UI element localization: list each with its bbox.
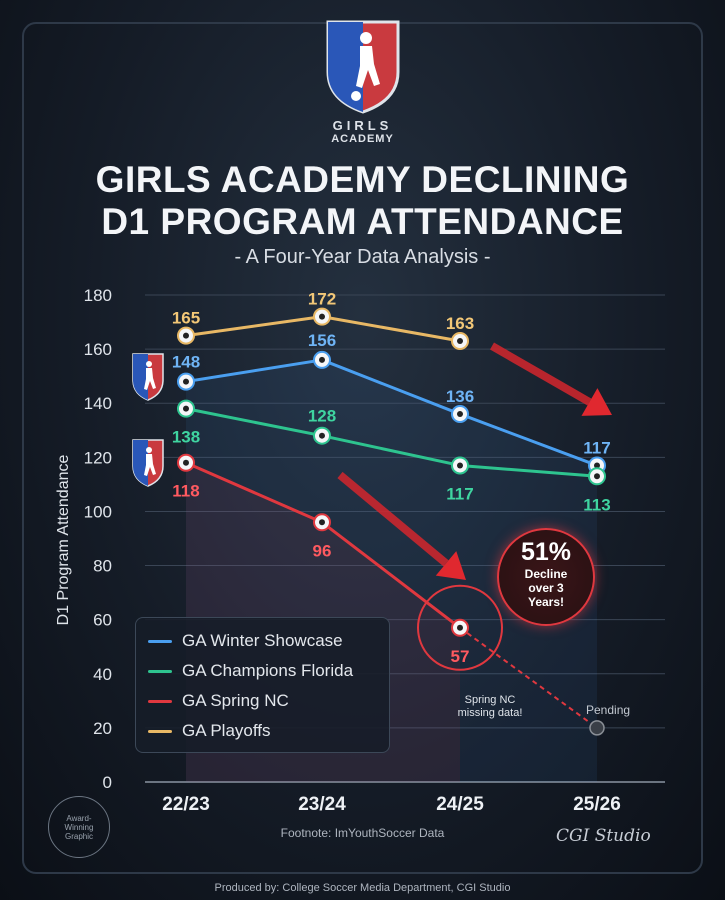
legend-swatch-red xyxy=(148,699,172,703)
data-label: 118 xyxy=(172,482,199,501)
arrow-head xyxy=(435,551,466,580)
legend-swatch-green xyxy=(148,669,172,673)
series-line xyxy=(185,358,598,467)
ball-icon xyxy=(183,459,189,466)
brand-line-2: ACADEMY xyxy=(331,133,394,145)
missing-note-line-1: Spring NC xyxy=(464,694,516,706)
decline-text-2: over 3 xyxy=(528,581,564,595)
legend-label: GA Spring NC xyxy=(182,691,289,710)
projection-line-spring-nc xyxy=(459,626,598,729)
y-tick-label: 180 xyxy=(84,286,112,305)
missing-data-note: Spring NC missing data! xyxy=(440,694,540,720)
legend-item-champions-florida: GA Champions Florida xyxy=(148,656,389,686)
ball-icon xyxy=(457,411,463,418)
data-label: 163 xyxy=(446,314,474,333)
data-label: 117 xyxy=(446,484,473,503)
ball-icon xyxy=(183,332,189,339)
y-tick-label: 160 xyxy=(84,340,112,359)
page-subtitle: - A Four-Year Data Analysis - xyxy=(234,246,491,268)
ball-icon xyxy=(594,462,600,469)
legend-swatch-blue xyxy=(148,639,172,643)
arrow-head xyxy=(581,388,612,416)
trend-arrow-lower xyxy=(337,471,466,580)
ball-icon xyxy=(457,462,463,469)
page-title-line-1: GIRLS ACADEMY DECLINING xyxy=(95,159,630,200)
ball-icon xyxy=(319,356,325,363)
ball-icon xyxy=(457,624,463,631)
legend-item-playoffs: GA Playoffs xyxy=(148,716,389,746)
y-tick-label: 60 xyxy=(93,611,112,630)
data-label: 156 xyxy=(308,331,336,350)
legend-swatch-gold xyxy=(148,729,172,733)
arrow-shaft xyxy=(337,471,449,567)
ball-icon xyxy=(319,313,325,320)
page-title-line-2: D1 PROGRAM ATTENDANCE xyxy=(101,201,624,242)
data-label: 138 xyxy=(172,428,200,447)
arrow-shaft xyxy=(490,342,592,406)
decline-text-3: Years! xyxy=(527,595,565,609)
produced-by: Produced by: College Soccer Media Depart… xyxy=(214,882,511,894)
badge-line-3: Graphic xyxy=(64,831,93,841)
data-label: 57 xyxy=(451,647,470,666)
missing-note-line-2: missing data! xyxy=(457,707,523,719)
data-label: 136 xyxy=(446,387,474,406)
data-label: 113 xyxy=(583,495,610,514)
data-label: 117 xyxy=(583,438,610,457)
y-tick-label: 0 xyxy=(103,773,112,792)
badge-line-2: Winning xyxy=(64,822,94,832)
footnote: Footnote: ImYouthSoccer Data xyxy=(280,826,445,840)
y-tick-label: 20 xyxy=(93,719,112,738)
data-label: 172 xyxy=(308,290,336,309)
pending-point xyxy=(589,720,605,736)
series-line xyxy=(185,407,598,478)
decline-text-1: Decline xyxy=(524,567,568,581)
award-badge: Award- Winning Graphic xyxy=(48,796,110,858)
y-tick-label: 140 xyxy=(84,394,112,413)
legend-label: GA Playoffs xyxy=(182,721,271,740)
studio-signature: CGI Studio xyxy=(556,826,651,846)
data-label: 165 xyxy=(172,309,200,328)
decline-callout: 51% Decline over 3 Years! xyxy=(497,528,595,626)
legend-item-winter-showcase: GA Winter Showcase xyxy=(148,626,389,656)
x-tick-label: 24/25 xyxy=(436,794,484,815)
legend-label: GA Winter Showcase xyxy=(182,631,343,650)
player-badge-icon xyxy=(132,439,164,487)
ball-icon xyxy=(319,519,325,526)
y-tick-label: 120 xyxy=(84,448,112,467)
y-tick-label: 100 xyxy=(84,502,112,521)
girls-academy-logo xyxy=(326,20,400,114)
legend-label: GA Champions Florida xyxy=(182,661,354,680)
chart-legend: GA Winter Showcase GA Champions Florida … xyxy=(135,617,390,753)
player-badge-icon xyxy=(132,353,164,401)
legend-item-spring-nc: GA Spring NC xyxy=(148,686,389,716)
decline-percent: 51% xyxy=(520,538,572,566)
data-label: 128 xyxy=(308,407,336,426)
badge-line-1: Award- xyxy=(66,813,92,823)
x-tick-label: 25/26 xyxy=(573,794,621,815)
x-tick-label: 23/24 xyxy=(298,794,346,815)
x-tick-label: 22/23 xyxy=(162,794,210,815)
ball-icon xyxy=(319,432,325,439)
highlight-ring xyxy=(417,584,503,671)
y-tick-label: 80 xyxy=(93,557,112,576)
y-axis-label: D1 Program Attendance xyxy=(55,455,72,626)
brand-line-1: GIRLS xyxy=(332,118,393,133)
ball-icon xyxy=(594,473,600,480)
y-tick-label: 40 xyxy=(93,665,112,684)
data-label: 148 xyxy=(172,353,200,372)
data-label: 96 xyxy=(313,541,332,560)
ball-icon xyxy=(183,405,189,412)
trend-arrow-upper xyxy=(490,342,612,416)
ball-icon xyxy=(457,337,463,344)
pending-label: Pending xyxy=(586,703,631,717)
ball-icon xyxy=(183,378,189,385)
